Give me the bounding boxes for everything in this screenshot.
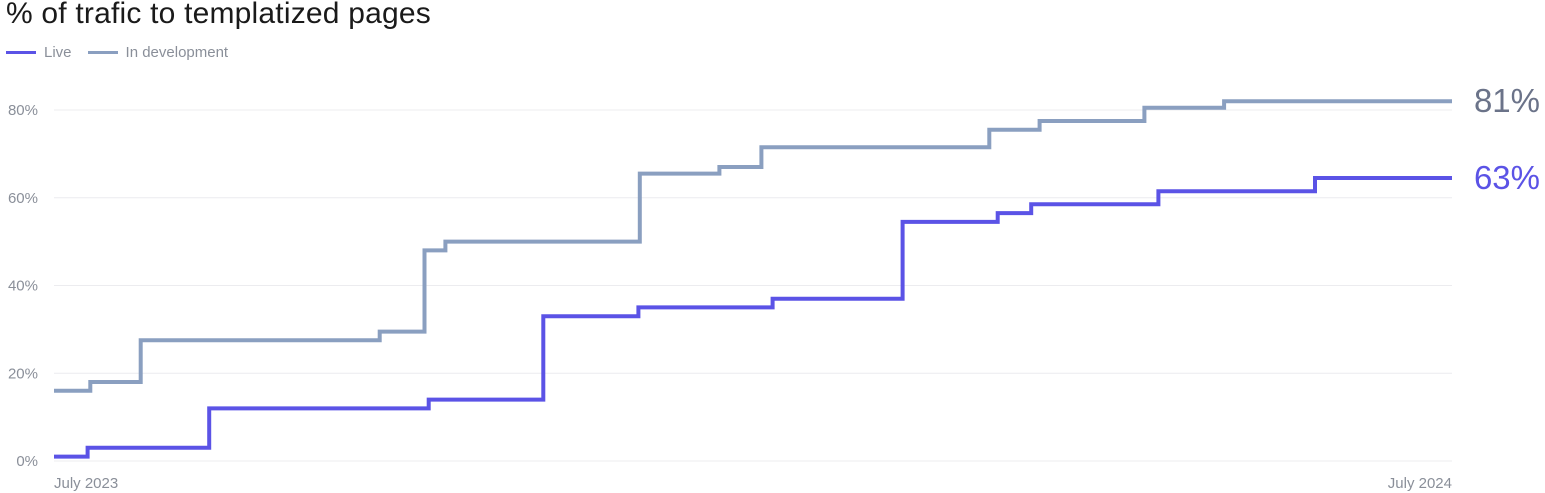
series-live (54, 176, 1452, 459)
series-line-live (54, 176, 1452, 459)
x-axis: July 2023 July 2024 (54, 475, 1452, 492)
y-tick-label: 80% (8, 102, 38, 119)
y-tick-label: 20% (8, 365, 38, 382)
legend-label-live: Live (44, 44, 72, 61)
legend-swatch-live (6, 51, 36, 54)
y-tick-label: 0% (16, 453, 38, 470)
series-in-development (54, 99, 1452, 393)
end-labels: 63% 81% (1474, 82, 1540, 196)
gridlines (54, 109, 1452, 462)
series-line-in-development (54, 99, 1452, 393)
legend-swatch-in-development (87, 51, 118, 54)
y-tick-label: 60% (8, 190, 38, 207)
series-layer (54, 99, 1452, 459)
x-tick-label-end: July 2024 (1388, 475, 1452, 492)
legend-item-in-development[interactable]: In development (87, 44, 229, 61)
legend: Live In development (6, 44, 244, 61)
y-tick-label: 40% (8, 278, 38, 295)
end-label-in-development: 81% (1474, 82, 1540, 119)
end-label-live: 63% (1474, 159, 1540, 196)
chart-title: % of trafic to templatized pages (6, 0, 431, 30)
y-axis: 0% 20% 40% 60% 80% (8, 102, 38, 470)
legend-item-live[interactable]: Live (6, 44, 72, 61)
x-tick-label-start: July 2023 (54, 475, 118, 492)
legend-label-in-development: In development (125, 44, 229, 61)
